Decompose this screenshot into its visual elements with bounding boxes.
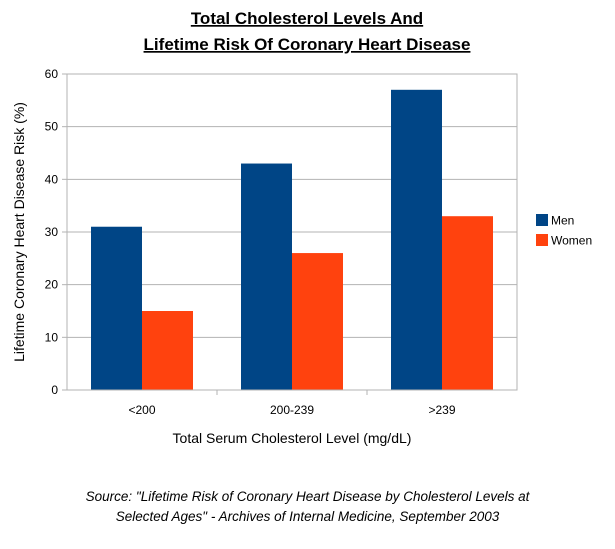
source-line-1: Source: "Lifetime Risk of Coronary Heart… xyxy=(85,489,530,504)
y-tick-label: 40 xyxy=(45,172,59,186)
y-tick-label: 30 xyxy=(45,225,59,239)
legend: Men Women xyxy=(536,214,592,248)
x-tick-labels: <200 200-239 >239 xyxy=(128,390,456,417)
y-tick-label: 50 xyxy=(45,120,59,134)
y-tick-label: 0 xyxy=(51,383,58,397)
legend-label-men: Men xyxy=(551,214,574,228)
y-tick-label: 10 xyxy=(45,330,59,344)
bar-women-2 xyxy=(442,216,493,390)
chart-title-line-1: Total Cholesterol Levels And xyxy=(191,9,423,28)
plot-area-frame xyxy=(66,73,518,391)
legend-label-women: Women xyxy=(551,234,592,248)
y-tick-label: 20 xyxy=(45,278,59,292)
y-tick-label: 60 xyxy=(45,67,59,81)
bars xyxy=(91,89,493,391)
bar-men-0 xyxy=(91,226,142,390)
bar-women-1 xyxy=(292,253,343,390)
legend-swatch-women xyxy=(536,234,548,246)
x-tick-label: >239 xyxy=(428,403,455,417)
y-axis-label: Lifetime Coronary Heart Disease Risk (%) xyxy=(11,102,27,362)
bar-men-1 xyxy=(241,163,292,390)
source-citation: Source: "Lifetime Risk of Coronary Heart… xyxy=(0,487,615,527)
bar-men-2 xyxy=(391,89,442,391)
x-axis-label: Total Serum Cholesterol Level (mg/dL) xyxy=(173,430,412,446)
chart: Total Cholesterol Levels And Lifetime Ri… xyxy=(11,9,592,446)
y-tick-labels: 0 10 20 30 40 50 60 xyxy=(45,67,59,397)
bar-women-0 xyxy=(142,311,193,390)
source-line-2: Selected Ages" - Archives of Internal Me… xyxy=(115,509,500,524)
legend-swatch-men xyxy=(536,214,548,226)
x-tick-label: <200 xyxy=(128,403,155,417)
chart-title-line-2: Lifetime Risk Of Coronary Heart Disease xyxy=(144,35,471,54)
x-tick-label: 200-239 xyxy=(270,403,314,417)
